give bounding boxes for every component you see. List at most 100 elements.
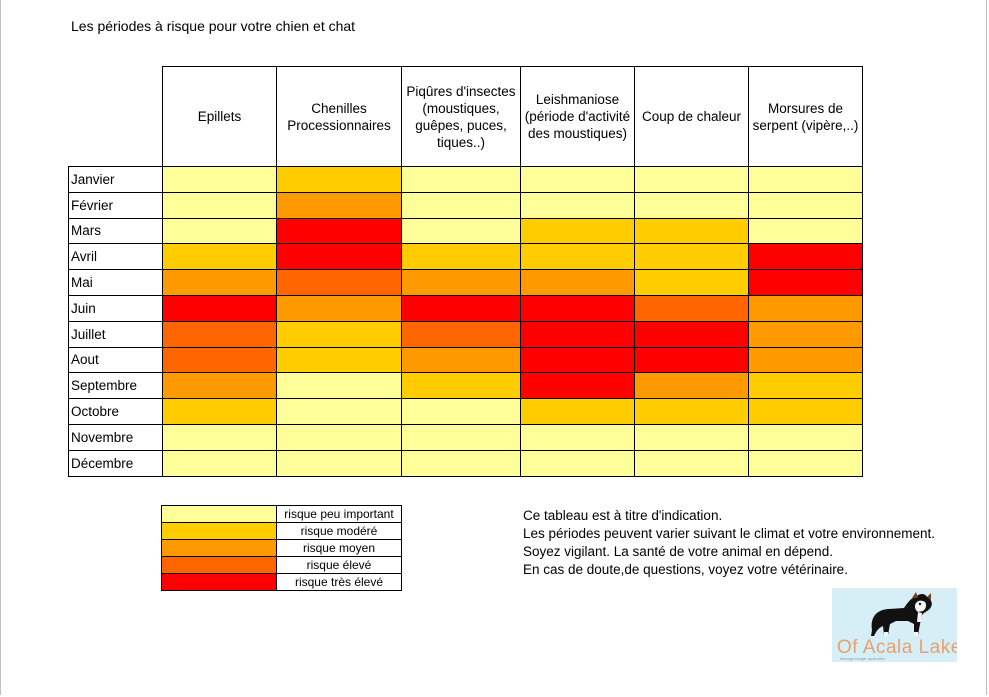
month-label: Avril xyxy=(68,243,162,270)
month-label: Mai xyxy=(68,269,162,295)
risk-cell xyxy=(401,294,520,321)
legend-swatch xyxy=(161,505,276,522)
risk-cell xyxy=(401,449,520,476)
risk-cell xyxy=(401,423,520,450)
risk-cell xyxy=(634,449,748,476)
legend-label: risque peu important xyxy=(276,505,401,522)
risk-cell xyxy=(401,217,520,244)
risk-cell xyxy=(401,243,520,270)
month-label: Février xyxy=(68,191,162,218)
risk-cell xyxy=(520,243,634,270)
month-label: Novembre xyxy=(68,423,162,450)
risk-cell xyxy=(748,398,862,424)
legend-label: risque moyen xyxy=(276,539,401,556)
risk-table: Epillets Chenilles Processionnaires Piqûre… xyxy=(68,66,863,477)
risk-cell xyxy=(276,372,401,399)
column-header: Leishmaniose (période d'activité des mou… xyxy=(520,66,634,166)
month-label: Octobre xyxy=(68,398,162,424)
risk-cell xyxy=(162,346,276,373)
risk-cell xyxy=(520,423,634,450)
risk-cell xyxy=(276,320,401,347)
risk-cell xyxy=(162,269,276,295)
column-header: Epillets xyxy=(162,66,276,166)
logo-subtitle: élevage berger australien xyxy=(840,656,886,661)
month-label: Aout xyxy=(68,346,162,373)
risk-cell xyxy=(276,269,401,295)
risk-cell xyxy=(748,372,862,399)
kennel-logo: Of Acala Lake élevage berger australien xyxy=(832,588,957,662)
risk-cell xyxy=(276,294,401,321)
note-line: Les périodes peuvent varier suivant le c… xyxy=(523,526,935,541)
risk-cell xyxy=(401,191,520,218)
risk-cell xyxy=(401,372,520,399)
risk-cell xyxy=(634,346,748,373)
risk-cell xyxy=(634,217,748,244)
risk-cell xyxy=(520,449,634,476)
risk-cell xyxy=(520,372,634,399)
risk-cell xyxy=(401,166,520,192)
legend-swatch xyxy=(161,539,276,556)
table-corner xyxy=(68,66,162,166)
note-line: Soyez vigilant. La santé de votre animal… xyxy=(523,544,833,559)
risk-cell xyxy=(162,423,276,450)
risk-cell xyxy=(276,398,401,424)
page-title: Les périodes à risque pour votre chien e… xyxy=(71,18,356,34)
legend-label: risque modéré xyxy=(276,522,401,539)
risk-cell xyxy=(276,217,401,244)
month-label: Juillet xyxy=(68,320,162,347)
risk-cell xyxy=(162,243,276,270)
risk-cell xyxy=(634,372,748,399)
risk-cell xyxy=(634,166,748,192)
risk-cell xyxy=(401,269,520,295)
risk-cell xyxy=(276,166,401,192)
risk-cell xyxy=(748,217,862,244)
risk-cell xyxy=(162,320,276,347)
risk-cell xyxy=(520,320,634,347)
risk-cell xyxy=(748,166,862,192)
risk-cell xyxy=(276,449,401,476)
notes-block: Ce tableau est à titre d'indication. Les … xyxy=(523,507,935,579)
risk-cell xyxy=(748,449,862,476)
risk-cell xyxy=(634,269,748,295)
risk-cell xyxy=(520,398,634,424)
legend-swatch xyxy=(161,522,276,539)
risk-cell xyxy=(520,217,634,244)
risk-cell xyxy=(162,191,276,218)
column-header: Coup de chaleur xyxy=(634,66,748,166)
risk-cell xyxy=(748,243,862,270)
legend-swatch xyxy=(161,573,276,590)
risk-cell xyxy=(401,320,520,347)
legend-label: risque élevé xyxy=(276,556,401,573)
note-line: Ce tableau est à titre d'indication. xyxy=(523,508,723,523)
risk-cell xyxy=(748,423,862,450)
risk-cell xyxy=(634,320,748,347)
risk-cell xyxy=(162,398,276,424)
month-label: Septembre xyxy=(68,372,162,399)
column-header: Piqûres d'insectes (moustiques, guêpes, … xyxy=(401,66,520,166)
risk-cell xyxy=(162,449,276,476)
column-header: Morsures de serpent (vipère,..) xyxy=(748,66,862,166)
risk-cell xyxy=(520,269,634,295)
month-label: Janvier xyxy=(68,166,162,192)
risk-cell xyxy=(276,243,401,270)
note-line: En cas de doute,de questions, voyez votr… xyxy=(523,562,848,577)
dog-icon xyxy=(871,592,932,636)
risk-cell xyxy=(520,166,634,192)
risk-cell xyxy=(748,269,862,295)
risk-cell xyxy=(520,191,634,218)
risk-cell xyxy=(162,166,276,192)
legend-label: risque très élevé xyxy=(276,573,401,590)
month-label: Mars xyxy=(68,217,162,244)
logo-text: Of Acala Lake xyxy=(837,637,957,658)
legend-swatch xyxy=(161,556,276,573)
risk-legend: risque peu important risque modéré risque … xyxy=(161,505,402,591)
risk-cell xyxy=(634,423,748,450)
risk-cell xyxy=(276,191,401,218)
risk-cell xyxy=(748,294,862,321)
month-label: Juin xyxy=(68,294,162,321)
risk-cell xyxy=(634,398,748,424)
risk-cell xyxy=(162,217,276,244)
risk-cell xyxy=(162,372,276,399)
risk-cell xyxy=(162,294,276,321)
